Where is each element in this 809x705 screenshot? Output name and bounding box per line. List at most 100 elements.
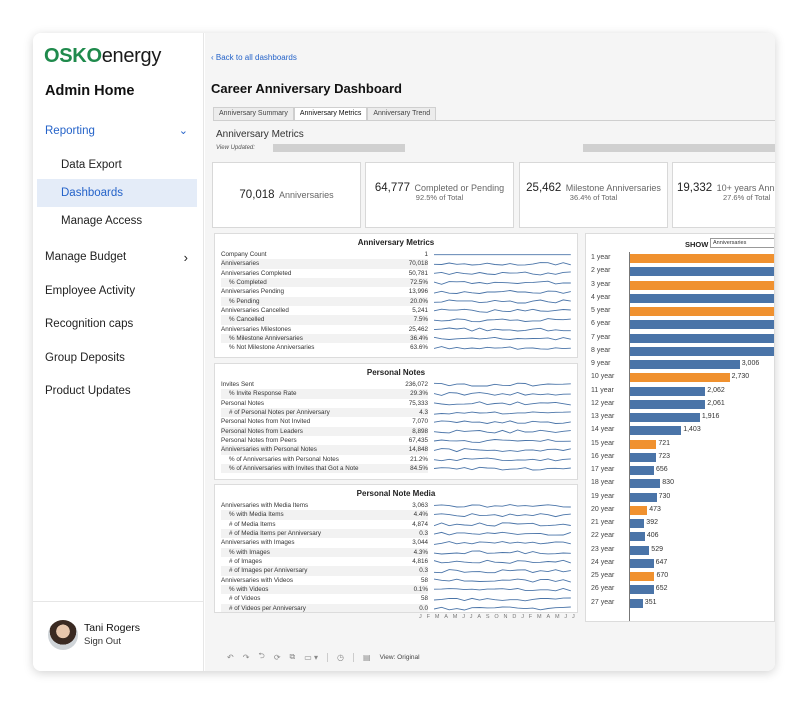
table-row: Anniversaries with Personal Notes 14,848 — [221, 445, 428, 455]
bar-label: 8 year — [591, 346, 611, 354]
bar[interactable] — [630, 333, 774, 343]
bar-value-label: 473 — [649, 505, 661, 513]
pause-icon[interactable]: ⧉ — [289, 652, 296, 661]
logo[interactable]: OSKOenergy — [44, 45, 162, 67]
bar[interactable] — [630, 307, 774, 316]
bar[interactable] — [630, 505, 648, 515]
panel-title: Personal Note Media — [356, 489, 436, 498]
bar[interactable] — [630, 452, 657, 462]
bar-value-label: 1,403 — [683, 426, 701, 434]
alerts-icon[interactable]: ◷ — [337, 652, 345, 662]
metric-label: Personal Notes from Not Invited — [221, 418, 311, 426]
sidebar-item-reporting[interactable]: Reporting ⌄ — [33, 117, 204, 145]
bar[interactable] — [630, 386, 706, 396]
sign-out-link[interactable]: Sign Out — [84, 636, 121, 647]
bar[interactable] — [630, 532, 645, 542]
bar[interactable] — [630, 320, 774, 330]
bar-row: 18 year 830 — [586, 477, 774, 490]
bar[interactable] — [630, 572, 655, 581]
app-window: OSKOenergy Admin Home Reporting ⌄ Data E… — [33, 33, 775, 671]
bar-value-label: 406 — [646, 532, 659, 540]
sparkline — [434, 531, 571, 536]
bar[interactable] — [630, 598, 643, 608]
metric-value: 63.6% — [410, 344, 428, 352]
bar-row: 16 year 723 — [586, 451, 774, 464]
bar[interactable] — [630, 413, 700, 422]
sidebar-item-group-deposits[interactable]: Group Deposits — [45, 352, 125, 364]
bar-label: 14 year — [591, 426, 615, 434]
table-row: % Pending 20.0% — [221, 296, 428, 307]
revert-icon[interactable]: ⮌ — [258, 651, 265, 660]
bar[interactable] — [630, 585, 654, 595]
bar[interactable] — [630, 399, 706, 409]
sparkline — [434, 382, 571, 387]
back-link[interactable]: ‹ Back to all dashboards — [211, 53, 297, 62]
month-tick-label: J — [462, 614, 465, 620]
tab-anniversary-summary[interactable]: Anniversary Summary — [213, 107, 294, 120]
show-select[interactable]: Anniversaries — [710, 238, 774, 248]
bar[interactable] — [630, 280, 774, 290]
redacted-placeholder — [273, 144, 405, 152]
layout-icon[interactable]: ▭ ▾ — [304, 652, 319, 662]
bar-label: 15 year — [591, 439, 615, 447]
sparkline — [434, 429, 571, 434]
bar-list: 1 year 2 year 3 year 4 year 5 year 6 year 7 ye… — [586, 252, 774, 610]
metric-label: # of Media Items per Anniversary — [229, 530, 322, 538]
bar-label: 1 year — [591, 254, 611, 261]
tab-anniversary-trend[interactable]: Anniversary Trend — [367, 107, 437, 120]
bar[interactable] — [630, 492, 657, 502]
bar-row: 13 year 1,916 — [586, 411, 774, 424]
personal-notes-panel: Personal Notes Invites Sent 236,072% Invi… — [214, 363, 578, 480]
viz-toolbar: ↶ ↷ ⮌ ⟳ ⧉ ▭ ▾ ◷ ▤ View: Original — [227, 650, 429, 664]
table-row: % with Videos 0.1% — [221, 585, 428, 595]
sidebar-item-employee-activity[interactable]: Employee Activity — [45, 285, 136, 297]
metric-value: 67,435 — [408, 437, 428, 445]
metric-value: 29.3% — [410, 390, 428, 398]
bar[interactable] — [630, 439, 657, 449]
bar-label: 18 year — [591, 479, 615, 487]
undo-icon[interactable]: ↶ — [227, 652, 234, 662]
bar[interactable] — [630, 558, 654, 568]
bar-value-label: 647 — [655, 558, 668, 566]
bar[interactable] — [630, 267, 774, 277]
bar[interactable] — [630, 545, 650, 555]
bar[interactable] — [630, 373, 730, 383]
metric-value: 3,044 — [412, 539, 428, 547]
table-row: % Not Milestone Anniversaries 63.6% — [221, 343, 428, 352]
sparkline — [434, 439, 571, 443]
view-original-button[interactable]: View: Original — [379, 653, 420, 661]
metric-value: 4,816 — [412, 558, 428, 566]
bar[interactable] — [630, 360, 740, 369]
view-icon[interactable]: ▤ — [363, 652, 371, 662]
metrics-table: Anniversaries with Media Items 3,063% wit… — [221, 501, 428, 612]
bar-row: 25 year 670 — [586, 570, 774, 583]
bar[interactable] — [630, 293, 774, 303]
bar[interactable] — [630, 479, 661, 489]
sidebar-item-manage-access[interactable]: Manage Access — [61, 215, 143, 227]
bar-row: 20 year 473 — [586, 504, 774, 517]
metric-value: 0.3 — [419, 567, 428, 575]
bar[interactable] — [630, 519, 645, 528]
sidebar-item-recognition-caps[interactable]: Recognition caps — [45, 318, 134, 330]
bar[interactable] — [630, 346, 774, 356]
metric-value: 58 — [420, 576, 428, 584]
month-tick-label: A — [444, 614, 448, 620]
bar[interactable] — [630, 426, 682, 436]
sidebar-item-manage-budget[interactable]: Manage Budget › — [33, 241, 204, 274]
bar[interactable] — [630, 254, 774, 263]
metric-label: Anniversaries with Personal Notes — [221, 446, 317, 454]
bar-row: 19 year 730 — [586, 491, 774, 504]
redo-icon[interactable]: ↷ — [242, 652, 250, 662]
refresh-icon[interactable]: ⟳ — [273, 652, 281, 662]
anniversary-years-chart: SHOW Anniversaries 1 year 2 year 3 year 4 y… — [585, 233, 775, 622]
tab-anniversary-metrics[interactable]: Anniversary Metrics — [293, 107, 368, 120]
redacted-placeholder — [583, 144, 775, 152]
avatar[interactable] — [48, 620, 78, 650]
bar-label: 21 year — [591, 519, 615, 526]
sidebar-item-dashboards[interactable]: Dashboards — [37, 179, 197, 207]
month-tick-label: M — [554, 614, 560, 620]
bar[interactable] — [630, 466, 654, 475]
sidebar-item-product-updates[interactable]: Product Updates — [45, 385, 131, 397]
sparkline — [434, 504, 571, 508]
sidebar-item-data-export[interactable]: Data Export — [61, 159, 122, 171]
